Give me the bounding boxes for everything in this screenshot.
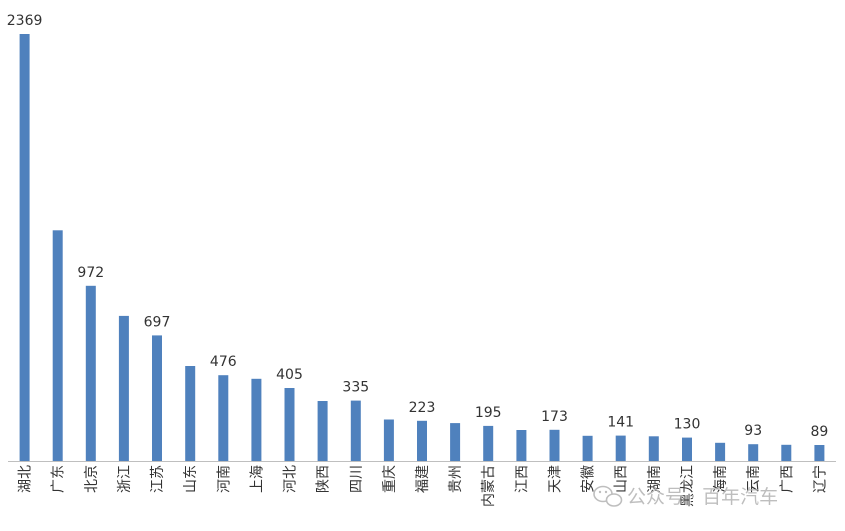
value-label-8: 405 [276, 367, 303, 383]
category-label-16: 天津 [548, 465, 564, 493]
bar-16 [549, 429, 560, 461]
category-label-8: 河北 [283, 465, 299, 493]
watermark-text: 公众号 · 百年汽车 [627, 486, 778, 508]
watermark: 公众号 · 百年汽车 [593, 485, 778, 508]
category-label-11: 重庆 [382, 465, 398, 493]
bar-13 [450, 423, 461, 461]
category-label-12: 福建 [415, 465, 431, 493]
bar-8 [284, 388, 295, 461]
bar-22 [748, 444, 759, 461]
category-label-7: 上海 [249, 465, 265, 493]
bar-24 [814, 445, 825, 461]
category-label-22: 云南 [746, 465, 762, 493]
category-label-19: 湖南 [647, 465, 663, 493]
wechat-icon [593, 485, 623, 507]
value-labels-group: 2369 972 697 476 405 335 223 195 173 141 130 93 89 [7, 13, 829, 440]
bar-1 [52, 230, 63, 461]
bars-group [19, 34, 825, 461]
category-label-21: 海南 [713, 465, 729, 493]
bar-9 [317, 401, 328, 461]
category-label-5: 山东 [183, 465, 199, 493]
category-label-13: 贵州 [448, 465, 464, 493]
bar-0 [19, 34, 30, 461]
category-label-0: 湖北 [18, 465, 34, 493]
value-label-0: 2369 [7, 13, 43, 29]
value-label-14: 195 [475, 405, 502, 421]
category-label-9: 陕西 [316, 465, 332, 493]
bar-15 [516, 430, 527, 461]
bar-20 [682, 437, 692, 461]
category-label-15: 江西 [514, 465, 530, 493]
category-label-10: 四川 [349, 465, 365, 493]
bar-6 [218, 375, 229, 461]
category-label-2: 北京 [84, 465, 100, 493]
category-label-18: 山西 [614, 465, 630, 493]
bar-10 [350, 400, 361, 461]
category-label-14: 内蒙古 [481, 465, 497, 507]
bar-7 [251, 378, 262, 461]
category-label-1: 广东 [51, 465, 67, 493]
value-label-10: 335 [342, 380, 369, 396]
bar-12 [417, 420, 427, 461]
category-label-3: 浙江 [117, 465, 133, 493]
bar-19 [648, 436, 659, 461]
bar-17 [582, 435, 593, 461]
bar-4 [152, 335, 162, 461]
bar-5 [185, 366, 196, 461]
value-label-20: 130 [674, 417, 701, 433]
category-label-23: 广西 [779, 465, 795, 493]
bar-2 [85, 285, 96, 461]
value-label-4: 697 [144, 314, 171, 330]
value-label-12: 223 [409, 400, 436, 416]
category-labels-group: 湖北 广东 北京 浙江 江苏 山东 河南 上海 河北 陕西 四川 重庆 福建 贵州 内蒙古 江西 天津 安徽 山西湖… [18, 465, 829, 507]
category-label-6: 河南 [216, 465, 232, 493]
bar-11 [383, 419, 394, 461]
category-label-24: 辽宁 [811, 465, 828, 493]
category-label-20: 黑龙江 [680, 465, 696, 507]
bar-14 [483, 425, 494, 461]
value-label-22: 93 [744, 423, 762, 439]
value-label-2: 972 [77, 265, 104, 281]
bar-3 [118, 315, 129, 461]
value-label-6: 476 [210, 354, 237, 370]
category-label-4: 江苏 [150, 465, 166, 493]
bar-21 [715, 442, 726, 461]
category-label-17: 安徽 [581, 465, 597, 493]
value-label-16: 173 [541, 409, 568, 425]
value-label-24: 89 [810, 424, 828, 440]
bar-18 [615, 435, 626, 461]
value-label-18: 141 [607, 415, 634, 431]
bar-23 [781, 444, 792, 461]
